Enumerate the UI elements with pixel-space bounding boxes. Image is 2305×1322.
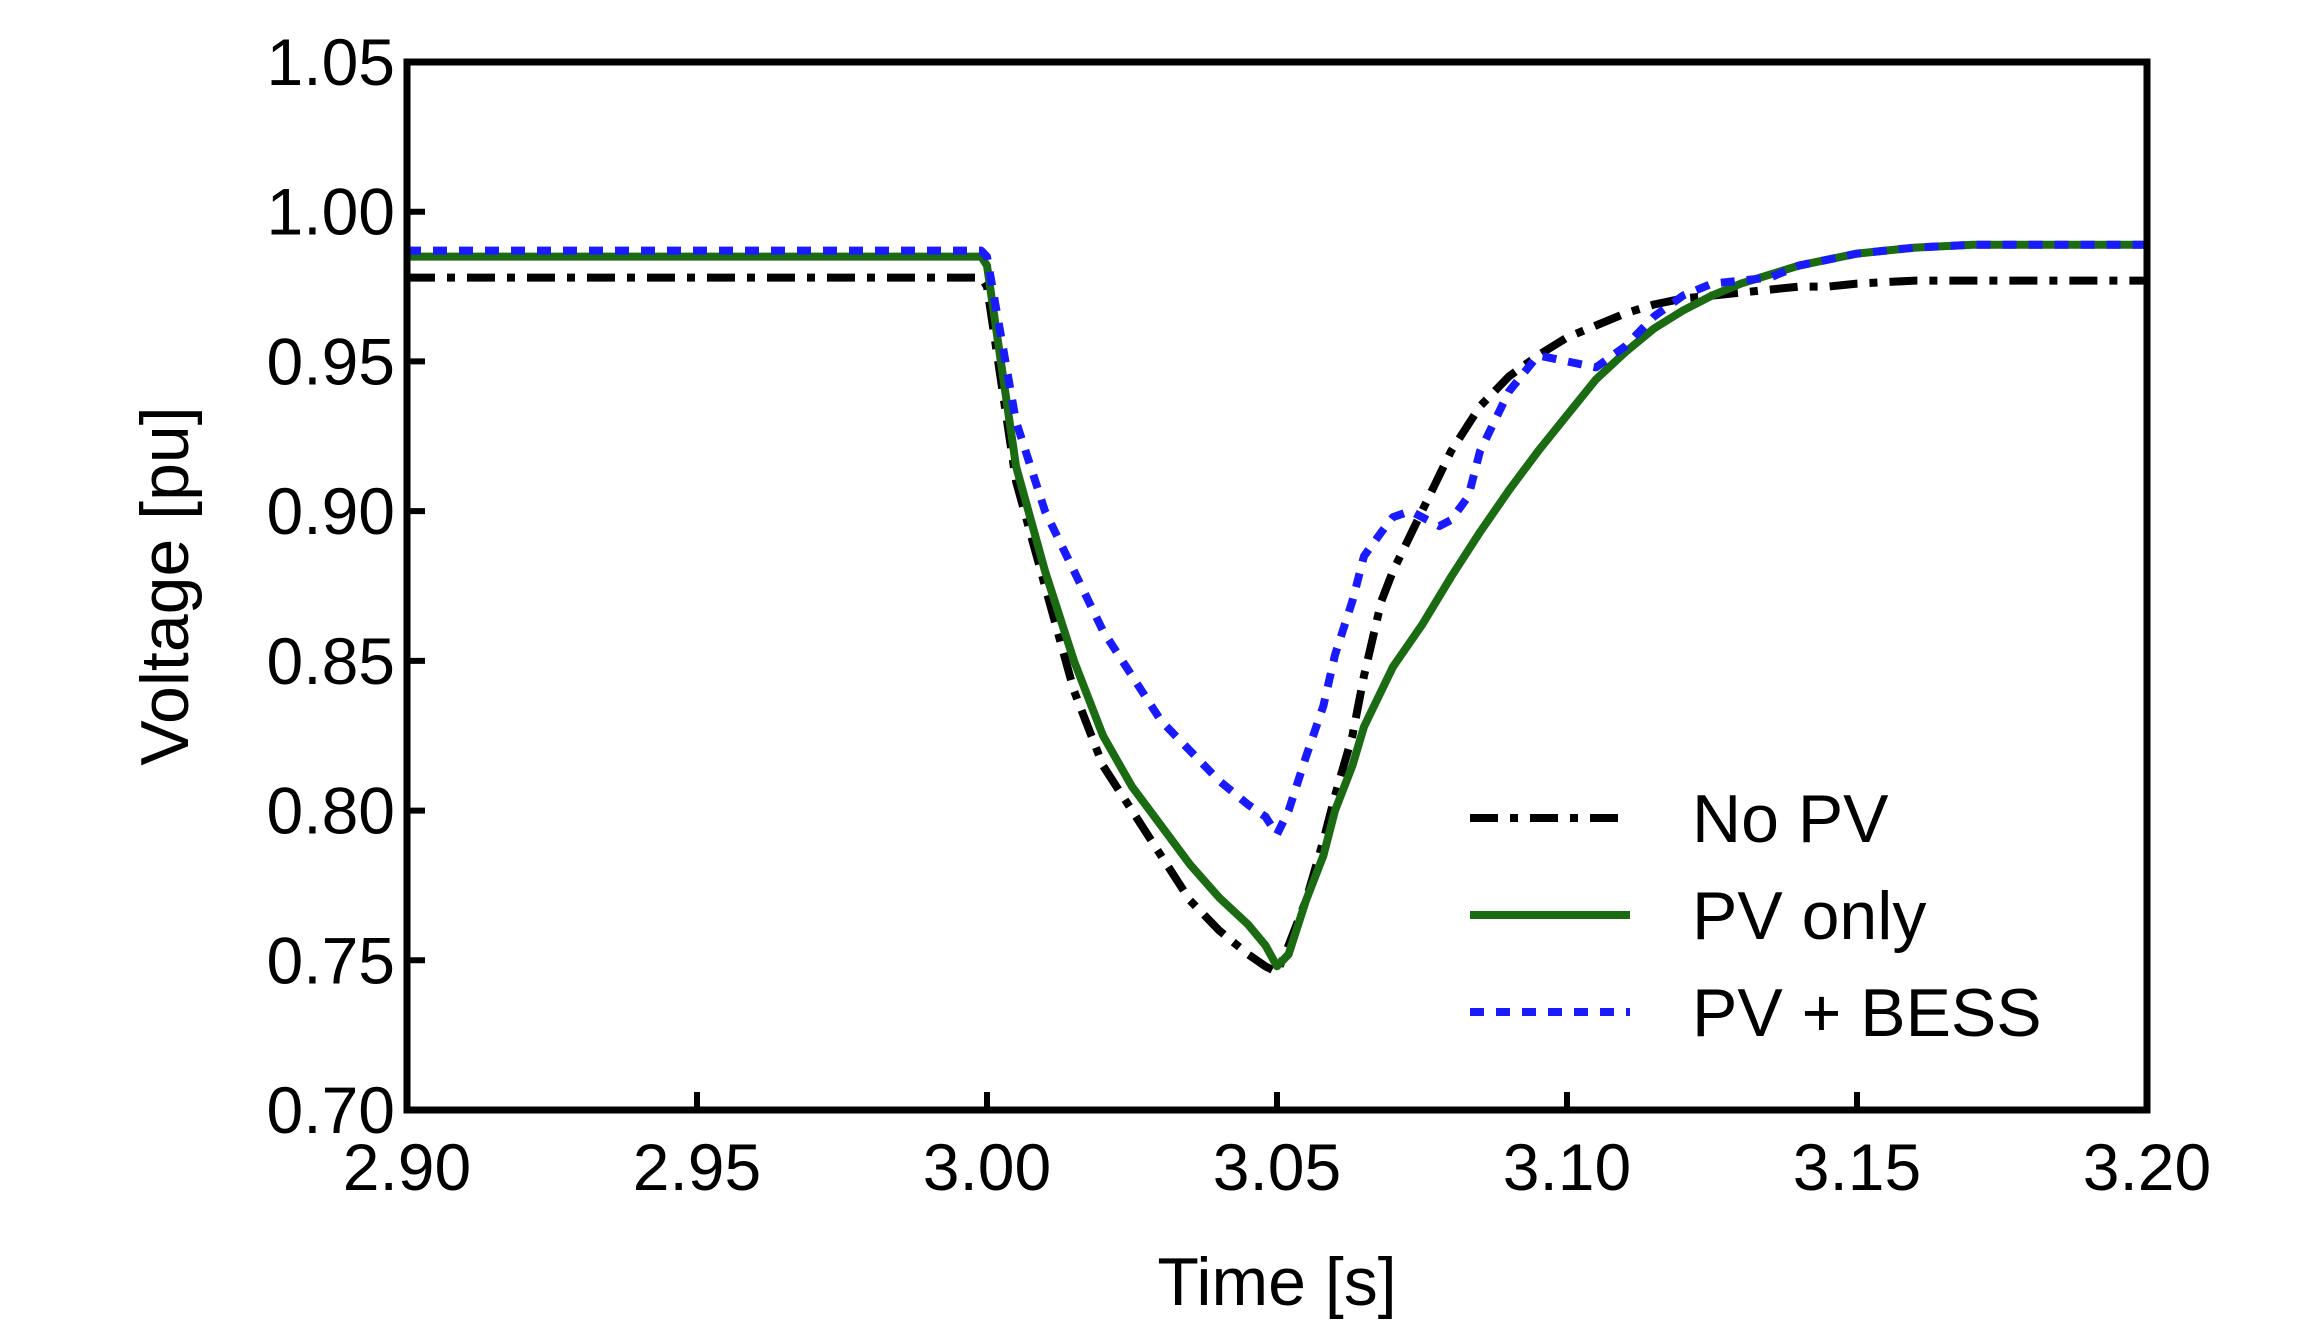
y-tick-label: 0.75 [267, 923, 395, 997]
y-axis-title: Voltage [pu] [127, 406, 203, 765]
y-axis: 0.70 0.75 0.80 0.85 0.90 0.95 1.00 1.05 [267, 25, 425, 1147]
y-tick-label: 0.90 [267, 474, 395, 548]
x-tick-label: 3.15 [1793, 1130, 1921, 1204]
series-layer [407, 240, 2147, 977]
x-tick-label: 3.05 [1213, 1130, 1341, 1204]
legend-label-pv-only: PV only [1692, 878, 1926, 954]
x-tick-label: 3.00 [923, 1130, 1051, 1204]
legend-label-pv-bess: PV + BESS [1692, 975, 2042, 1051]
y-tick-label: 0.95 [267, 324, 395, 398]
y-tick-label: 0.85 [267, 624, 395, 698]
legend-label-no-pv: No PV [1692, 781, 1889, 857]
y-tick-label: 1.00 [267, 175, 395, 249]
legend: No PV PV only PV + BESS [1470, 781, 2042, 1051]
y-tick-label: 0.80 [267, 774, 395, 848]
x-axis: 2.90 2.95 3.00 3.05 3.10 3.15 3.20 [343, 1092, 2211, 1204]
series-line-no-pv [407, 273, 2147, 977]
x-tick-label: 2.95 [633, 1130, 761, 1204]
x-tick-label: 3.20 [2083, 1130, 2211, 1204]
x-tick-label: 3.10 [1503, 1130, 1631, 1204]
x-axis-title: Time [s] [1157, 1244, 1396, 1320]
y-tick-label: 1.05 [267, 25, 395, 99]
series-line-pv-bess [407, 240, 2147, 839]
series-line-pv-only [407, 240, 2147, 971]
y-tick-label: 0.70 [267, 1073, 395, 1147]
x-tick-label: 2.90 [343, 1130, 471, 1204]
